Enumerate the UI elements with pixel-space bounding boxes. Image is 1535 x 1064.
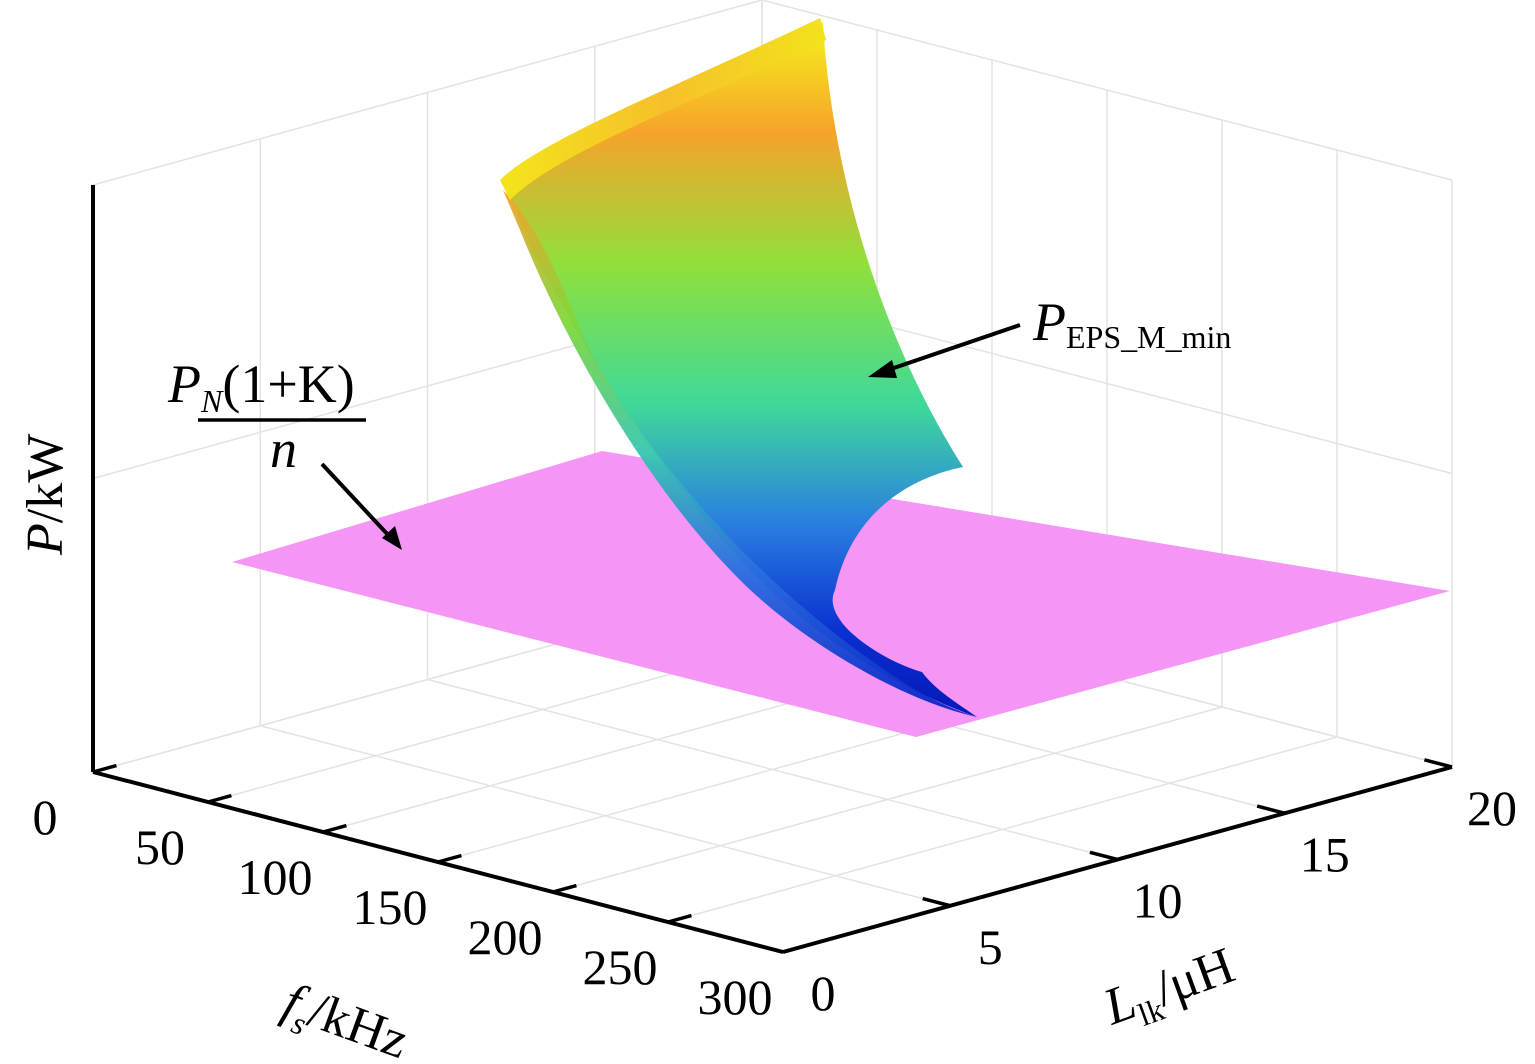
plane-annotation: PN(1+K) n xyxy=(167,354,366,479)
plane-annotation-denominator: n xyxy=(270,419,297,479)
x-tick-label: 250 xyxy=(583,939,658,995)
surface-annotation: PEPS_M_min xyxy=(1032,292,1231,355)
surface-back-face xyxy=(503,22,977,717)
surface-eps-m-min xyxy=(500,18,977,717)
plane-annotation-main: P xyxy=(167,354,201,414)
z-axis-unit: /kW xyxy=(17,434,74,524)
y-tick-label: 15 xyxy=(1300,826,1350,882)
plane-annotation-numerator: PN(1+K) xyxy=(167,354,355,419)
x-tick-mark xyxy=(92,763,117,774)
x-tick-label: 200 xyxy=(468,909,543,965)
axes xyxy=(91,185,1453,954)
x-tick-mark xyxy=(437,853,462,864)
y-tick-mark xyxy=(754,943,784,954)
x-tick-mark xyxy=(552,883,577,894)
surface-top-rim xyxy=(500,18,826,200)
y-tick-label: 0 xyxy=(811,965,836,1021)
y-tick-labels: 0 5 10 15 20 xyxy=(811,780,1518,1021)
y-tick-mark xyxy=(1256,804,1286,815)
x-tick-mark xyxy=(782,943,807,954)
y-axis-label: Llk/μH xyxy=(1096,937,1244,1043)
grid-line-z xyxy=(92,0,1453,186)
surface-annotation-sub: EPS_M_min xyxy=(1066,319,1231,355)
x-tick-labels: 0 50 100 150 200 250 300 xyxy=(33,789,773,1025)
y-tick-label: 10 xyxy=(1133,873,1183,929)
x-tick-label: 0 xyxy=(33,789,58,845)
z-axis-var: P xyxy=(17,523,74,556)
x-axis-label: fs/kHz xyxy=(274,973,416,1064)
grid-line-y xyxy=(260,725,951,907)
grid-line-y xyxy=(427,678,1118,861)
y-tick-label: 5 xyxy=(978,919,1003,975)
x-tick-label: 150 xyxy=(353,879,428,935)
threshold-plane xyxy=(232,451,1450,737)
y-tick-mark xyxy=(922,896,951,908)
x-tick-label: 100 xyxy=(238,849,313,905)
plane-annotation-sub: N xyxy=(200,383,224,419)
x-tick-label: 300 xyxy=(698,969,773,1025)
x-tick-mark xyxy=(207,793,232,804)
surface-annotation-arrow xyxy=(868,323,1021,378)
x-axis-unit: /kHz xyxy=(301,982,415,1064)
y-tick-mark xyxy=(1089,850,1118,862)
surface-annotation-main: P xyxy=(1032,292,1066,352)
x-tick-mark xyxy=(322,823,347,834)
x-tick-label: 50 xyxy=(135,819,185,875)
y-axis-unit: /μH xyxy=(1147,937,1242,1018)
plane-annotation-rest: (1+K) xyxy=(222,354,354,414)
z-axis-label: P/kW xyxy=(17,434,74,556)
y-tick-label: 20 xyxy=(1467,780,1517,836)
plane-annotation-arrow xyxy=(320,462,402,550)
y-tick-mark xyxy=(1423,758,1453,769)
x-tick-mark xyxy=(667,913,692,924)
